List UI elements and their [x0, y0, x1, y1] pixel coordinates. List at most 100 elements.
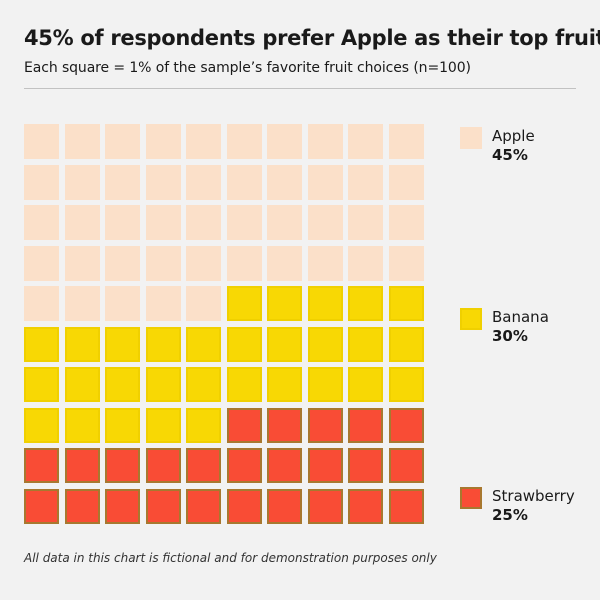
waffle-square-banana — [105, 367, 140, 402]
legend-label-apple: Apple — [492, 127, 535, 145]
waffle-square-strawberry — [145, 488, 181, 524]
waffle-square-banana — [388, 286, 424, 321]
legend-label-strawberry: Strawberry — [492, 487, 575, 505]
waffle-square-strawberry — [105, 488, 140, 524]
waffle-square-banana — [24, 407, 59, 443]
waffle-square-apple — [145, 205, 181, 240]
waffle-square-apple — [307, 124, 343, 159]
legend-value-banana: 30% — [492, 327, 528, 345]
waffle-square-strawberry — [24, 448, 59, 483]
waffle-square-apple — [24, 164, 59, 200]
waffle-square-apple — [145, 124, 181, 159]
waffle-square-apple — [226, 205, 262, 240]
waffle-square-banana — [145, 407, 181, 443]
waffle-square-apple — [64, 164, 100, 200]
waffle-square-apple — [145, 164, 181, 200]
waffle-square-banana — [267, 367, 302, 402]
waffle-square-banana — [226, 286, 262, 321]
waffle-square-apple — [186, 164, 221, 200]
waffle-square-strawberry — [186, 488, 221, 524]
waffle-square-apple — [226, 164, 262, 200]
waffle-square-apple — [145, 245, 181, 281]
waffle-square-banana — [348, 367, 383, 402]
waffle-square-strawberry — [186, 448, 221, 483]
waffle-square-apple — [348, 164, 383, 200]
waffle-square-apple — [226, 124, 262, 159]
waffle-square-apple — [105, 124, 140, 159]
waffle-square-apple — [64, 286, 100, 321]
waffle-square-strawberry — [64, 448, 100, 483]
waffle-square-banana — [307, 367, 343, 402]
waffle-square-apple — [186, 245, 221, 281]
waffle-square-apple — [267, 124, 302, 159]
waffle-square-banana — [388, 326, 424, 362]
waffle-square-banana — [348, 326, 383, 362]
waffle-square-apple — [388, 164, 424, 200]
waffle-square-apple — [186, 205, 221, 240]
waffle-square-strawberry — [388, 448, 424, 483]
waffle-square-apple — [348, 205, 383, 240]
waffle-square-banana — [186, 326, 221, 362]
waffle-square-banana — [307, 326, 343, 362]
chart-title: 45% of respondents prefer Apple as their… — [24, 26, 600, 50]
waffle-square-banana — [267, 326, 302, 362]
waffle-square-apple — [24, 124, 59, 159]
waffle-square-strawberry — [145, 448, 181, 483]
legend-swatch-banana — [460, 308, 482, 330]
waffle-square-apple — [24, 205, 59, 240]
waffle-square-apple — [267, 205, 302, 240]
waffle-square-strawberry — [226, 448, 262, 483]
waffle-square-banana — [105, 407, 140, 443]
waffle-square-apple — [267, 245, 302, 281]
waffle-square-apple — [64, 205, 100, 240]
legend-swatch-apple — [460, 127, 482, 149]
waffle-square-apple — [307, 205, 343, 240]
waffle-square-apple — [105, 164, 140, 200]
waffle-square-apple — [388, 124, 424, 159]
waffle-square-banana — [145, 326, 181, 362]
waffle-square-apple — [105, 245, 140, 281]
waffle-square-banana — [145, 367, 181, 402]
legend-label-banana: Banana — [492, 308, 549, 326]
waffle-square-apple — [186, 286, 221, 321]
waffle-square-apple — [348, 245, 383, 281]
waffle-square-banana — [186, 367, 221, 402]
waffle-square-banana — [348, 286, 383, 321]
waffle-square-apple — [348, 124, 383, 159]
waffle-square-strawberry — [64, 488, 100, 524]
waffle-square-apple — [388, 245, 424, 281]
waffle-square-apple — [226, 245, 262, 281]
waffle-square-banana — [226, 367, 262, 402]
waffle-square-strawberry — [388, 488, 424, 524]
waffle-square-strawberry — [105, 448, 140, 483]
waffle-square-banana — [64, 367, 100, 402]
waffle-square-banana — [105, 326, 140, 362]
waffle-square-apple — [105, 286, 140, 321]
waffle-square-banana — [24, 326, 59, 362]
waffle-square-strawberry — [348, 407, 383, 443]
waffle-square-strawberry — [226, 407, 262, 443]
waffle-square-banana — [64, 326, 100, 362]
waffle-square-strawberry — [348, 488, 383, 524]
waffle-square-strawberry — [307, 407, 343, 443]
title-divider — [24, 88, 576, 89]
waffle-square-apple — [64, 124, 100, 159]
waffle-square-strawberry — [226, 488, 262, 524]
waffle-square-apple — [105, 205, 140, 240]
waffle-square-strawberry — [348, 448, 383, 483]
waffle-square-banana — [64, 407, 100, 443]
waffle-square-strawberry — [24, 488, 59, 524]
waffle-square-apple — [186, 124, 221, 159]
waffle-square-strawberry — [267, 407, 302, 443]
waffle-square-banana — [226, 326, 262, 362]
legend-value-strawberry: 25% — [492, 506, 528, 524]
waffle-square-apple — [64, 245, 100, 281]
chart-subtitle: Each square = 1% of the sample’s favorit… — [24, 60, 471, 76]
waffle-square-apple — [24, 286, 59, 321]
waffle-square-banana — [267, 286, 302, 321]
waffle-square-apple — [267, 164, 302, 200]
waffle-square-apple — [24, 245, 59, 281]
waffle-square-banana — [24, 367, 59, 402]
waffle-square-apple — [307, 245, 343, 281]
waffle-square-strawberry — [307, 488, 343, 524]
